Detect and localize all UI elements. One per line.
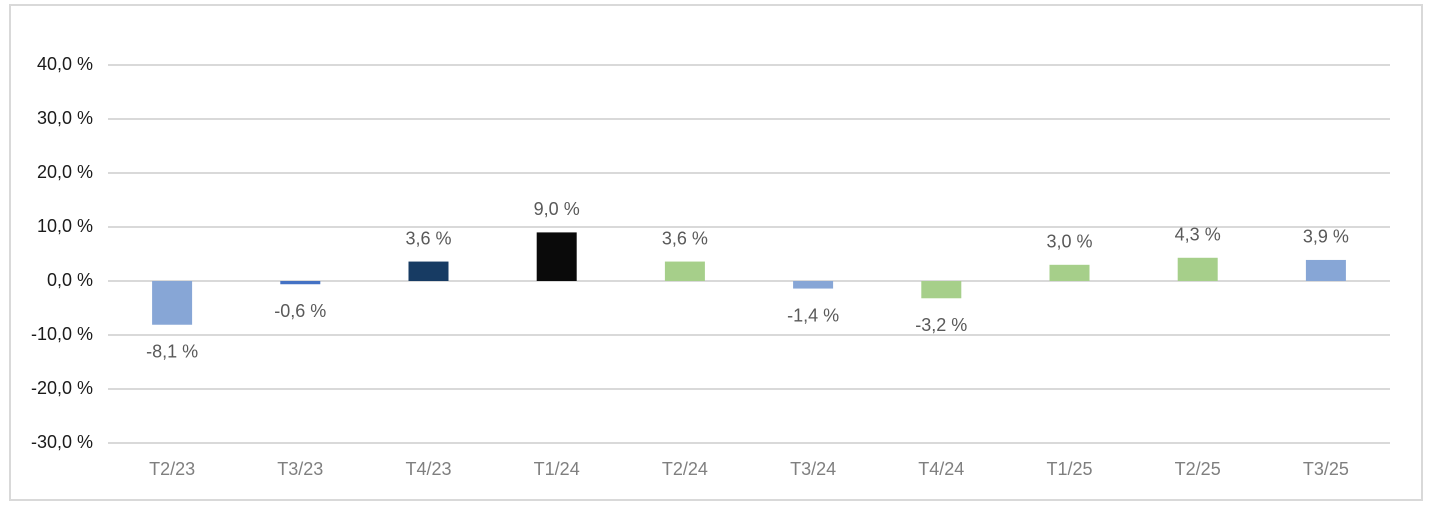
x-tick-label: T2/25 — [1175, 459, 1221, 479]
value-label: 9,0 % — [534, 199, 580, 219]
y-tick-label: -30,0 % — [31, 432, 93, 452]
bar — [408, 261, 449, 281]
x-tick-label: T4/23 — [405, 459, 451, 479]
bar — [536, 232, 577, 281]
bar — [1177, 257, 1218, 281]
bar — [152, 281, 193, 325]
value-label: -3,2 % — [915, 315, 967, 335]
value-label: 3,9 % — [1303, 227, 1349, 247]
value-label: 4,3 % — [1175, 225, 1221, 245]
value-label: 3,6 % — [662, 228, 708, 248]
y-tick-label: -10,0 % — [31, 324, 93, 344]
x-tick-label: T1/25 — [1046, 459, 1092, 479]
y-tick-label: 30,0 % — [37, 108, 93, 128]
bar — [793, 281, 834, 289]
bar — [1305, 259, 1346, 281]
value-label: -0,6 % — [274, 301, 326, 321]
x-tick-label: T3/23 — [277, 459, 323, 479]
value-label: 3,6 % — [405, 228, 451, 248]
y-tick-label: 40,0 % — [37, 54, 93, 74]
x-tick-label: T2/24 — [662, 459, 708, 479]
y-tick-label: 20,0 % — [37, 162, 93, 182]
value-label: 3,0 % — [1046, 232, 1092, 252]
value-label: -8,1 % — [146, 341, 198, 361]
x-tick-label: T3/25 — [1303, 459, 1349, 479]
x-tick-label: T1/24 — [534, 459, 580, 479]
bar — [1049, 264, 1090, 281]
bar — [921, 281, 962, 299]
chart-border — [9, 4, 1423, 501]
y-tick-label: 0,0 % — [47, 270, 93, 290]
value-label: -1,4 % — [787, 305, 839, 325]
x-tick-label: T4/24 — [918, 459, 964, 479]
y-tick-label: -20,0 % — [31, 378, 93, 398]
bar — [280, 281, 321, 285]
bar — [664, 261, 705, 281]
x-tick-label: T2/23 — [149, 459, 195, 479]
x-tick-label: T3/24 — [790, 459, 836, 479]
y-tick-label: 10,0 % — [37, 216, 93, 236]
